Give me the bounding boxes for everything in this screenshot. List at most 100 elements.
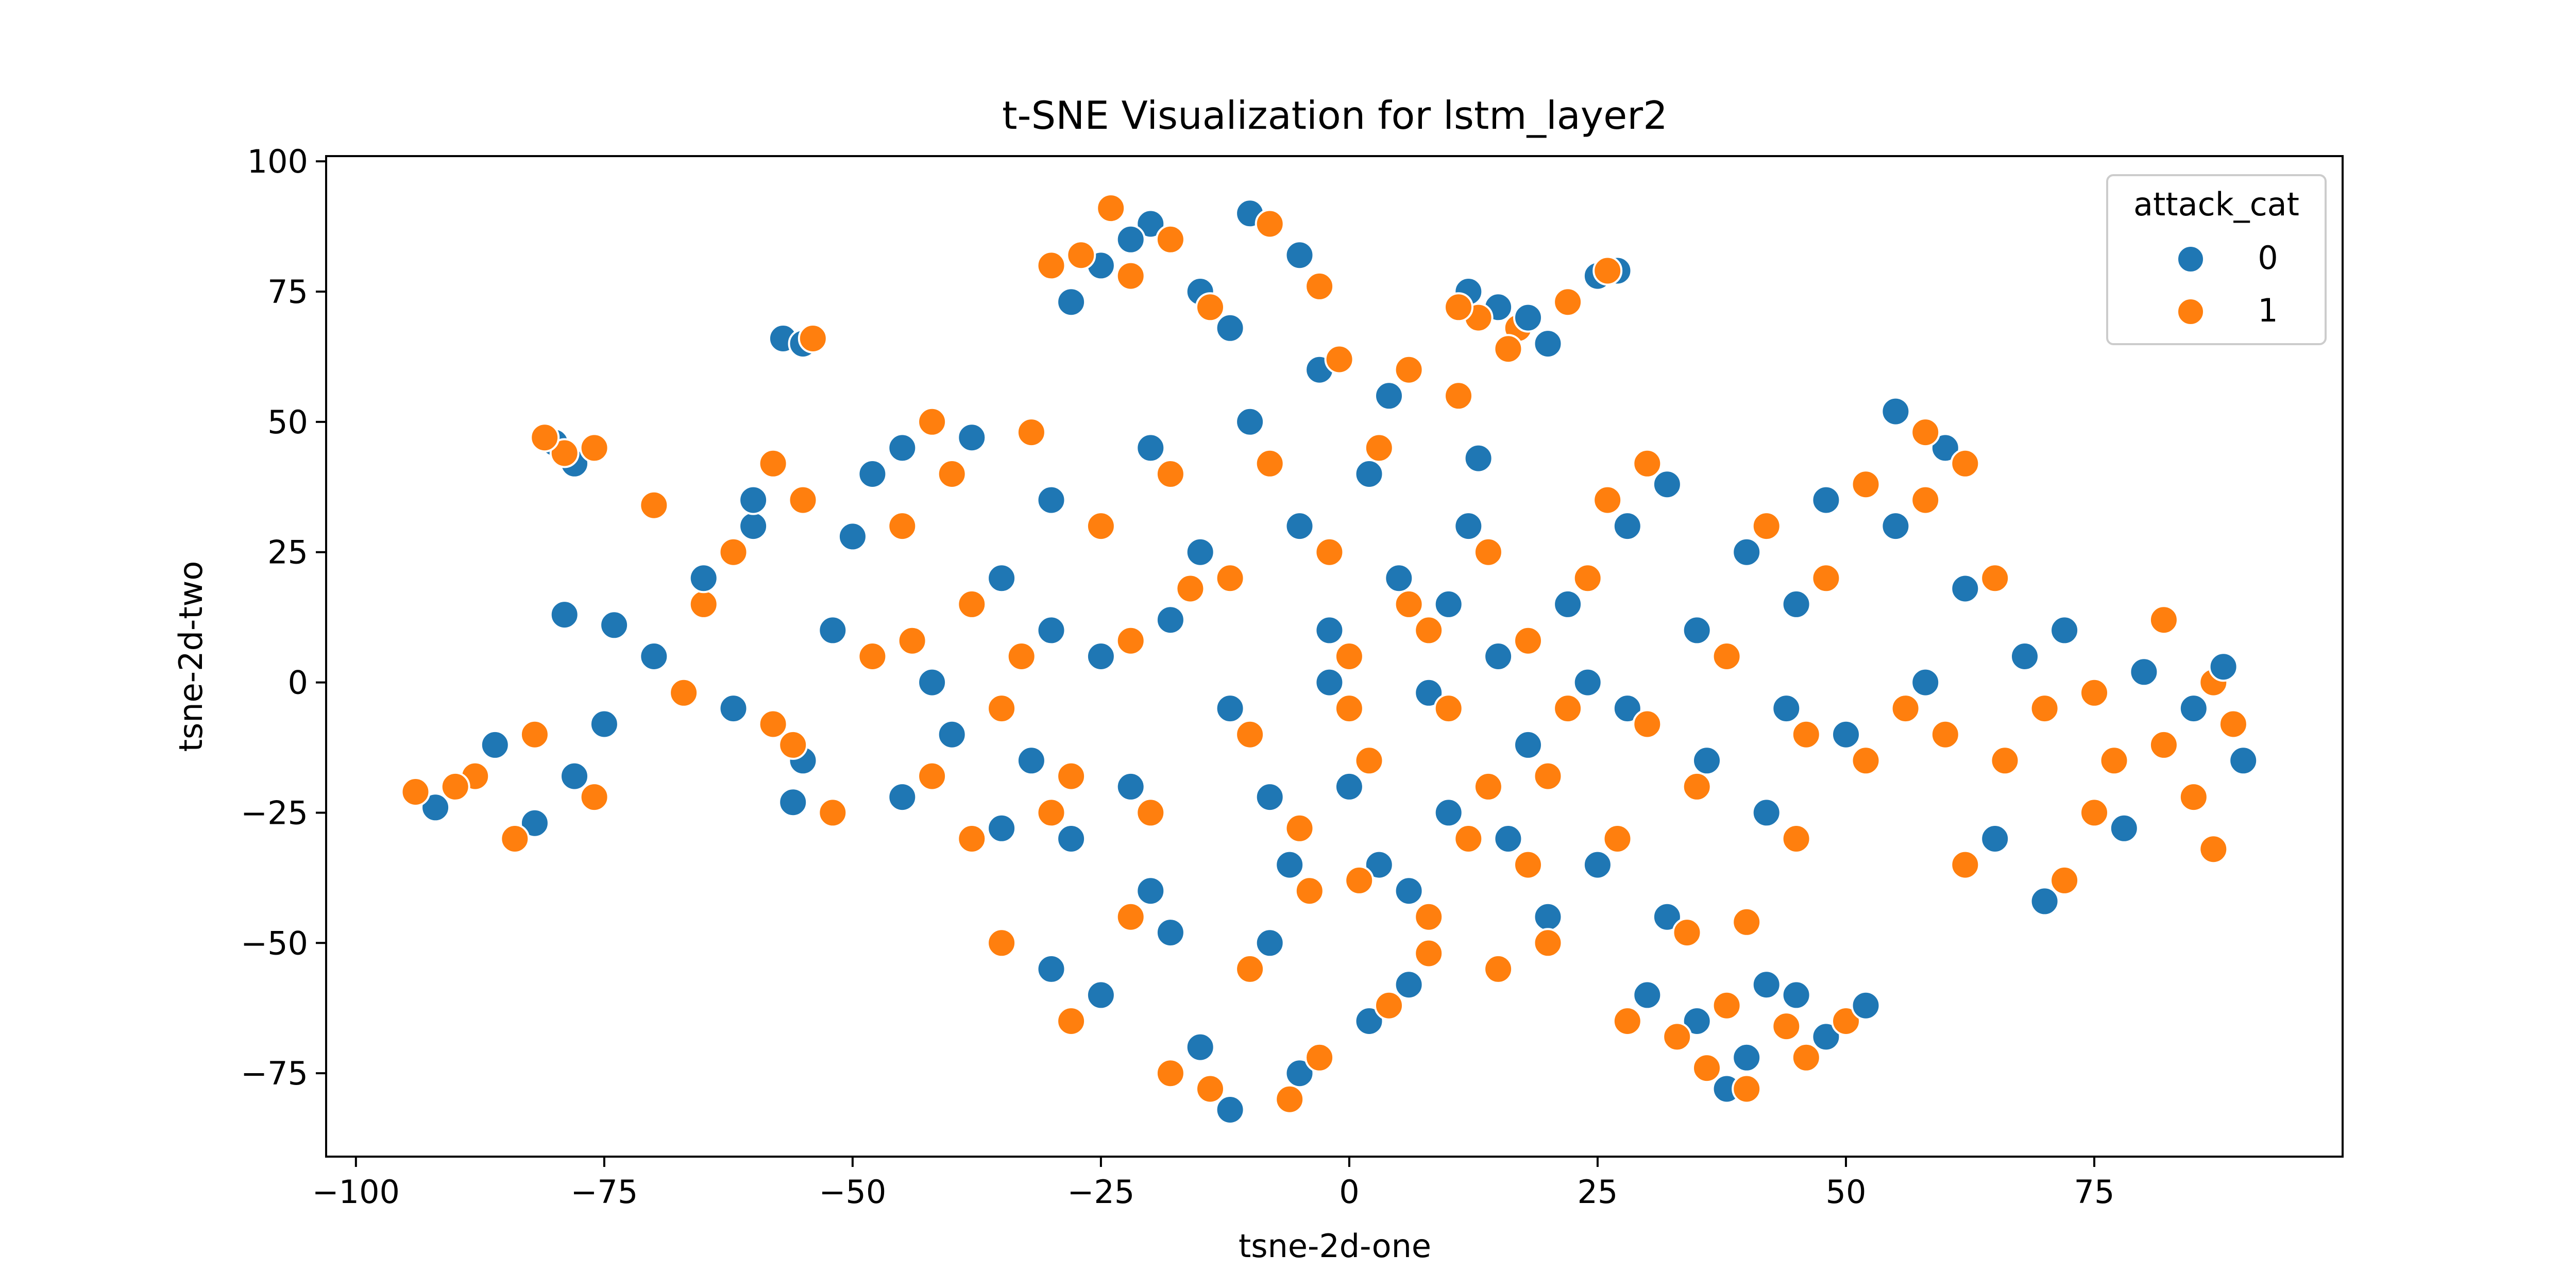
point-series-0-105 — [1433, 589, 1464, 619]
point-series-0-13 — [857, 459, 888, 489]
point-series-1-45 — [1304, 1042, 1335, 1073]
point-series-0-10 — [549, 600, 580, 630]
point-series-1-81 — [1483, 954, 1514, 984]
point-series-0-26 — [1016, 745, 1046, 776]
point-series-1-40 — [1344, 865, 1375, 895]
point-series-1-89 — [1195, 292, 1225, 323]
point-series-0-21 — [1235, 406, 1265, 437]
point-series-0-9 — [778, 787, 808, 818]
point-series-0-109 — [1692, 745, 1722, 776]
y-tick-label-0: 100 — [247, 143, 308, 180]
point-series-0-58 — [1930, 433, 1960, 463]
point-series-0-112 — [1910, 667, 1941, 698]
point-series-0-55 — [1831, 719, 1861, 750]
point-series-1-85 — [1155, 224, 1185, 255]
legend-marker-1 — [2176, 297, 2205, 326]
point-series-0-11 — [599, 610, 630, 640]
point-series-0-99 — [639, 641, 669, 671]
point-series-0-23 — [1284, 511, 1315, 541]
point-series-1-79 — [1672, 918, 1702, 948]
point-series-0-69 — [2208, 652, 2239, 682]
chart-title: t-SNE Visualization for lstm_layer2 — [1002, 93, 1668, 138]
point-series-1-43 — [1056, 1006, 1087, 1036]
point-series-1-51 — [1632, 709, 1663, 739]
point-series-0-82 — [1136, 209, 1166, 239]
y-tick-label-6: −50 — [241, 924, 308, 962]
point-series-1-121 — [1324, 344, 1354, 375]
point-series-1-116 — [1175, 573, 1206, 604]
point-series-1-103 — [758, 448, 788, 479]
point-series-1-19 — [688, 589, 719, 619]
point-series-1-77 — [1771, 1011, 1802, 1042]
point-series-0-44 — [1284, 1058, 1315, 1089]
point-series-1-122 — [1444, 381, 1473, 411]
point-series-0-15 — [818, 615, 848, 646]
point-series-1-80 — [1602, 824, 1633, 854]
point-series-1-39 — [1453, 824, 1484, 854]
point-series-1-101 — [669, 677, 699, 708]
point-series-1-126 — [1990, 745, 2020, 776]
point-series-1-6 — [549, 438, 580, 468]
point-series-1-44 — [1155, 1058, 1185, 1089]
point-series-0-16 — [718, 693, 749, 724]
point-series-0-108 — [1612, 511, 1642, 541]
point-series-1-68 — [1950, 850, 1980, 880]
point-series-0-50 — [1612, 693, 1642, 724]
point-series-0-40 — [1136, 876, 1166, 906]
point-series-1-97 — [718, 537, 749, 567]
point-series-0-110 — [1771, 693, 1802, 724]
point-series-0-1 — [560, 761, 589, 791]
point-series-1-23 — [1215, 563, 1245, 594]
point-series-1-1 — [519, 719, 550, 750]
point-series-0-14 — [987, 563, 1017, 594]
point-series-1-108 — [1513, 850, 1543, 880]
point-series-0-48 — [1394, 970, 1424, 1000]
point-series-1-71 — [1662, 1022, 1692, 1052]
point-series-0-41 — [1255, 928, 1285, 958]
point-series-0-59 — [1880, 396, 1911, 427]
point-series-0-0 — [480, 730, 510, 760]
point-series-0-118 — [1374, 381, 1404, 411]
point-series-1-20 — [818, 798, 848, 828]
point-series-0-36 — [1553, 589, 1583, 619]
point-series-1-47 — [987, 928, 1017, 958]
y-axis: 100 75 50 25 0 −25 −50 −75 — [241, 143, 326, 1092]
point-series-0-63 — [2129, 657, 2159, 687]
point-series-0-51 — [1682, 615, 1712, 646]
point-series-1-95 — [1493, 334, 1523, 364]
point-series-0-35 — [1483, 641, 1514, 671]
point-series-0-104 — [1314, 667, 1345, 698]
point-series-0-106 — [1493, 824, 1523, 854]
point-series-0-31 — [1384, 563, 1414, 594]
point-series-0-79 — [1582, 850, 1613, 880]
point-series-0-77 — [1751, 970, 1782, 1000]
point-series-1-16 — [987, 693, 1017, 724]
point-series-1-74 — [1732, 1074, 1762, 1104]
point-series-0-45 — [1354, 1006, 1384, 1036]
point-series-1-41 — [1115, 902, 1146, 932]
point-series-0-72 — [1781, 980, 1811, 1010]
point-series-0-52 — [1732, 537, 1762, 567]
point-series-0-70 — [1682, 1006, 1712, 1036]
point-series-1-110 — [1592, 485, 1623, 515]
point-series-0-101 — [738, 485, 769, 515]
y-tick-label-7: −75 — [241, 1055, 308, 1092]
point-series-0-46 — [1036, 954, 1066, 984]
point-series-1-56 — [1851, 745, 1881, 776]
points-layer — [400, 193, 2259, 1125]
point-series-0-90 — [1533, 329, 1563, 359]
point-series-1-100 — [1036, 798, 1066, 828]
point-series-1-129 — [2198, 834, 2229, 865]
point-series-0-88 — [1115, 224, 1146, 255]
point-series-1-99 — [897, 625, 927, 656]
point-series-0-60 — [1950, 573, 1980, 604]
y-axis-label: tsne-2d-two — [172, 561, 210, 752]
point-series-1-3 — [579, 782, 609, 812]
point-series-1-24 — [1314, 537, 1345, 567]
point-series-1-72 — [1711, 990, 1742, 1021]
point-series-1-67 — [2079, 798, 2109, 828]
point-series-1-30 — [1016, 417, 1046, 448]
point-series-1-34 — [1433, 693, 1464, 724]
point-series-1-57 — [1781, 824, 1811, 854]
